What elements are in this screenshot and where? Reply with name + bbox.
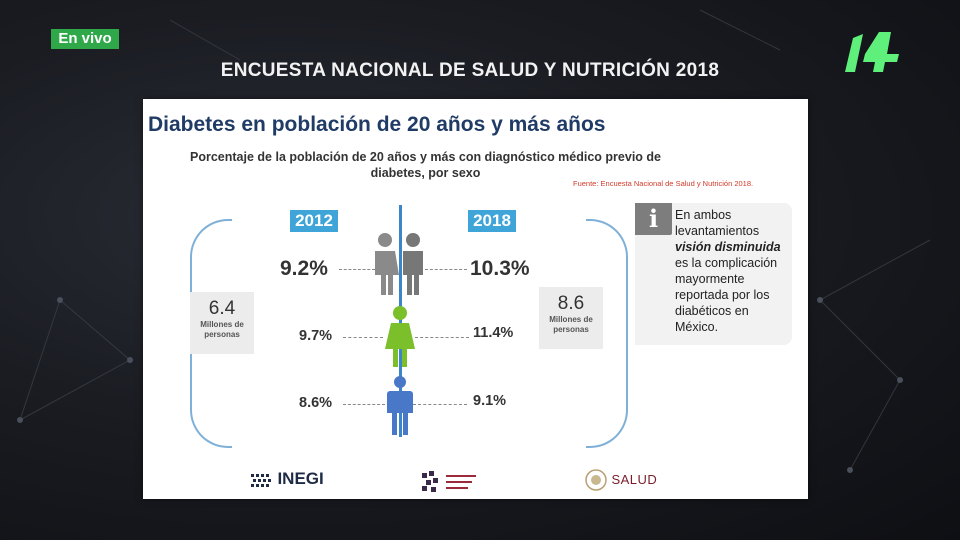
- total-2012-label: Millones de personas: [200, 320, 244, 339]
- slide-title: Diabetes en población de 20 años y más a…: [148, 113, 606, 136]
- dash: [343, 404, 385, 405]
- inegi-mark-icon: [251, 473, 271, 487]
- headline: ENCUESTA NACIONAL DE SALUD Y NUTRICIÓN 2…: [220, 60, 720, 81]
- total-2018-value: 8.6: [557, 293, 585, 314]
- center-divider: [399, 205, 402, 437]
- info-text-after: es la complicación mayormente reportada …: [675, 256, 778, 334]
- salud-logo-text: SALUD: [611, 472, 658, 488]
- info-icon: i: [635, 203, 672, 235]
- insp-logo: [420, 469, 480, 497]
- inegi-logo-text: INEGI: [277, 469, 324, 488]
- woman-icon: [385, 306, 415, 367]
- women-2012-pct: 9.7%: [299, 328, 333, 344]
- dash: [343, 337, 383, 338]
- total-2018-label: Millones de personas: [549, 315, 593, 334]
- man-icon: [387, 376, 413, 435]
- year-2018-label: 2018: [468, 210, 516, 232]
- salud-logo: SALUD: [585, 469, 657, 497]
- inegi-logo: INEGI: [251, 469, 324, 497]
- total-2012-value: 6.4: [208, 298, 236, 319]
- info-text: En ambos levantamientos visión disminuid…: [675, 207, 787, 335]
- total-2018-pct: 10.3%: [470, 257, 530, 280]
- mexico-seal-icon: [585, 469, 607, 491]
- year-2012-label: 2012: [290, 210, 338, 232]
- dash: [413, 404, 467, 405]
- insp-mark-icon: [422, 471, 476, 492]
- dash: [415, 337, 469, 338]
- men-2018-pct: 9.1%: [473, 393, 507, 409]
- total-2018-box: 8.6 Millones de personas: [539, 287, 603, 349]
- dash: [425, 269, 467, 270]
- total-2012-box: 6.4 Millones de personas: [190, 292, 254, 354]
- total-2012-pct: 9.2%: [280, 257, 328, 280]
- info-callout: i En ambos levantamientos visión disminu…: [635, 203, 792, 345]
- info-text-emphasis: visión disminuida: [675, 240, 781, 254]
- women-2018-pct: 11.4%: [473, 325, 514, 341]
- dash: [339, 269, 375, 270]
- slide-subtitle: Porcentaje de la población de 20 años y …: [190, 150, 661, 180]
- couple-icon: [375, 233, 423, 295]
- info-text-before: En ambos levantamientos: [675, 208, 760, 238]
- live-badge: En vivo: [51, 29, 119, 49]
- presentation-slide: Diabetes en población de 20 años y más a…: [143, 99, 808, 499]
- source-note: Fuente: Encuesta Nacional de Salud y Nut…: [573, 179, 754, 188]
- channel-14-logo: [845, 32, 899, 72]
- men-2012-pct: 8.6%: [299, 395, 333, 411]
